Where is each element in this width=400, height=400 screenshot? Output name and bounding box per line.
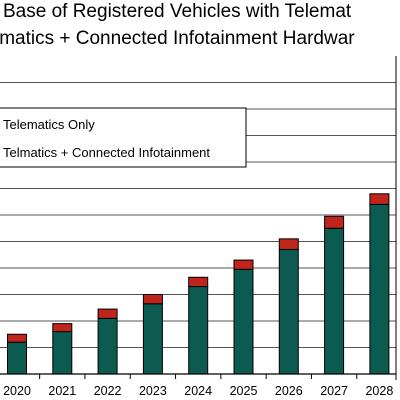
bar-telematics-only-2028 — [369, 193, 390, 205]
bar-telematics-only-2021 — [52, 323, 73, 333]
bar-telematics-only-2024 — [188, 276, 209, 288]
bar-telematics-infotainment-2024 — [188, 286, 209, 375]
x-tick-label-2024: 2024 — [184, 384, 212, 398]
x-tick-label-2023: 2023 — [139, 384, 167, 398]
x-tick-label-2020: 2020 — [3, 384, 31, 398]
axes — [0, 56, 397, 380]
bar-telematics-infotainment-2025 — [233, 268, 254, 375]
bar-telematics-only-2023 — [142, 294, 163, 305]
bar-telematics-infotainment-2021 — [52, 331, 73, 375]
x-tick-labels: 2020 2021 2022 2023 2024 2025 2026 2027 2028 — [3, 384, 393, 398]
bar-telematics-infotainment-2022 — [97, 317, 118, 375]
bar-telematics-infotainment-2027 — [324, 227, 345, 375]
bar-telematics-infotainment-2023 — [142, 303, 163, 375]
bar-telematics-only-2026 — [278, 238, 299, 250]
legend-box — [0, 107, 247, 168]
chart-title-line-1: Base of Registered Vehicles with Telemat — [3, 1, 352, 22]
bar-telematics-infotainment-2028 — [369, 203, 390, 375]
legend-entry-telematics-only: Telematics Only — [3, 117, 95, 132]
bar-telematics-infotainment-2026 — [278, 248, 299, 375]
bars — [7, 193, 390, 375]
bar-telematics-infotainment-2020 — [7, 341, 27, 375]
x-tick-label-2025: 2025 — [230, 384, 258, 398]
bar-telematics-only-2020 — [7, 333, 27, 343]
x-tick-label-2022: 2022 — [94, 384, 122, 398]
x-tick-label-2026: 2026 — [275, 384, 303, 398]
bar-telematics-only-2025 — [233, 259, 254, 270]
bar-telematics-only-2027 — [324, 215, 345, 229]
legend-entry-telematics-infotainment: Telmatics + Connected Infotainment — [3, 145, 210, 160]
legend: Telematics Only Telmatics + Connected In… — [0, 107, 247, 168]
chart-title-line-2: lmatics + Connected Infotainment Hardwar — [0, 28, 355, 49]
x-tick-label-2028: 2028 — [365, 384, 393, 398]
bar-telematics-only-2022 — [97, 308, 118, 319]
x-tick-label-2021: 2021 — [48, 384, 76, 398]
x-tick-label-2027: 2027 — [320, 384, 348, 398]
